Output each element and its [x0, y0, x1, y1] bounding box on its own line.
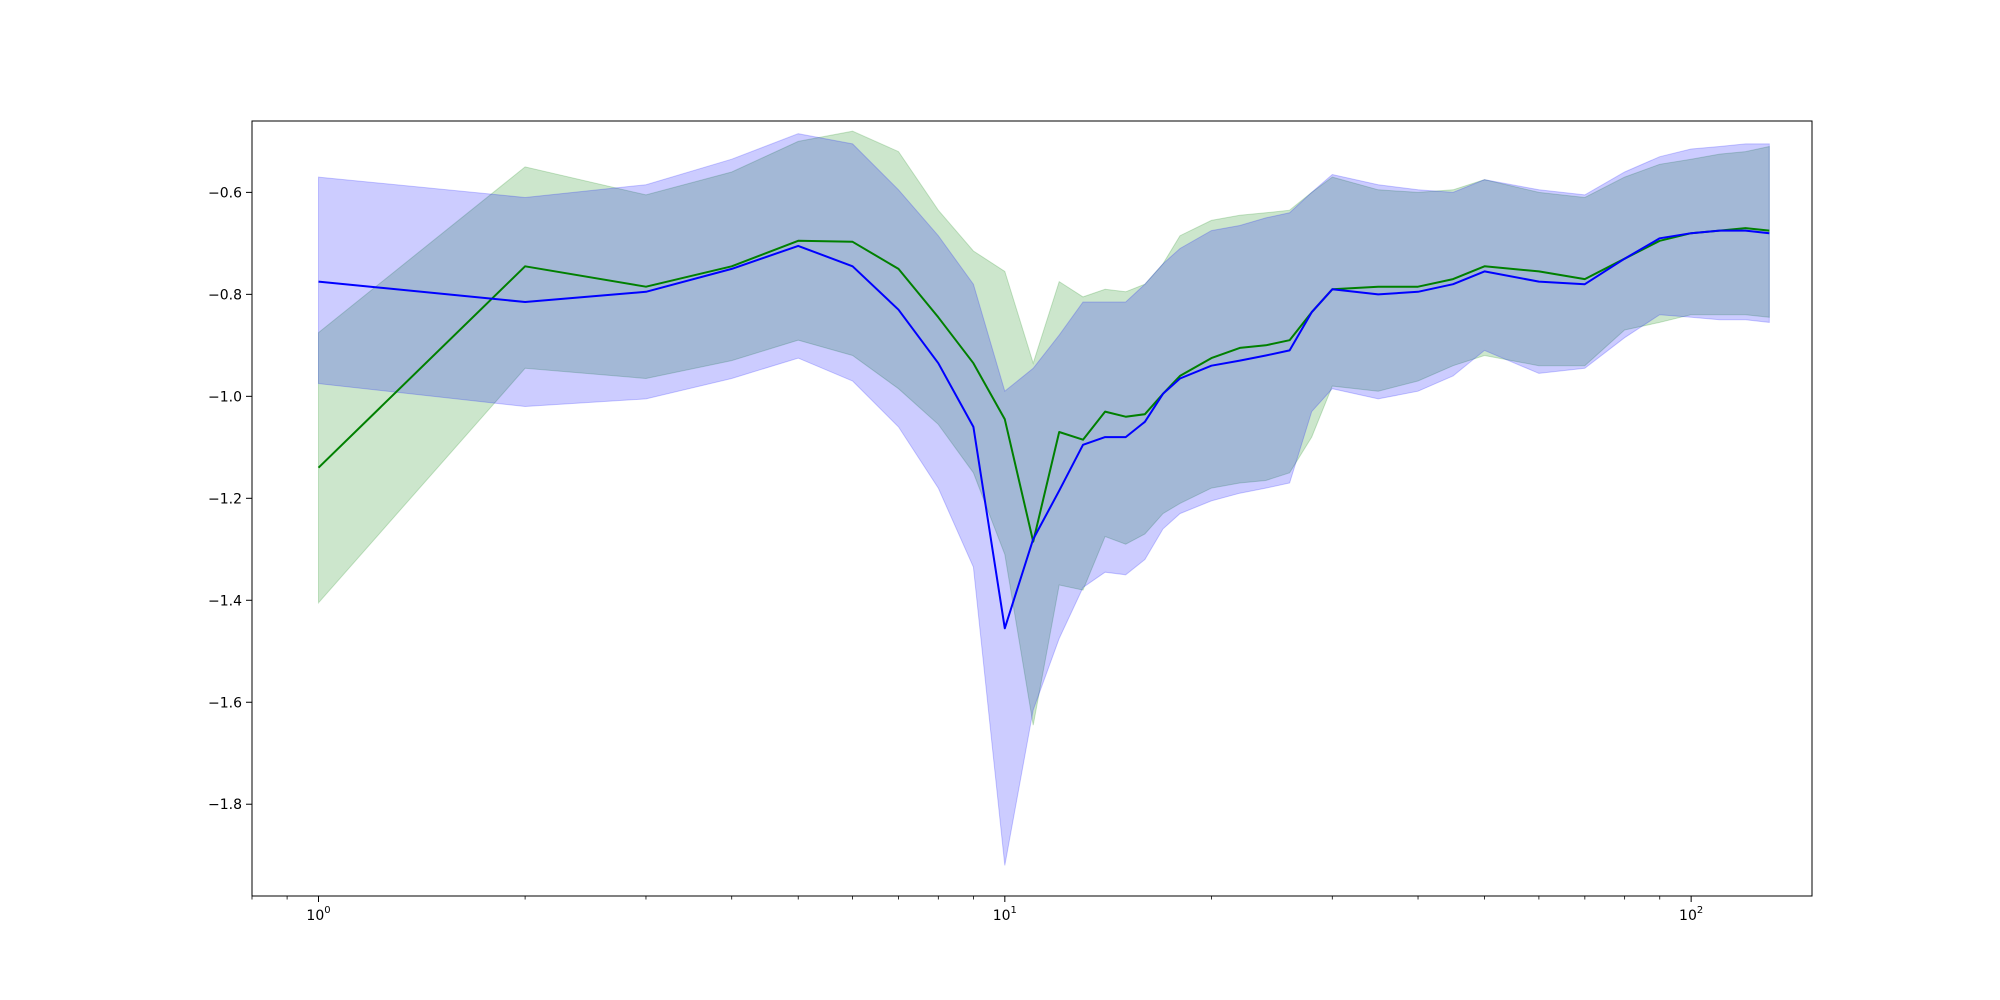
series-1-line — [317, 227, 1770, 543]
series-1-band — [318, 130, 1770, 726]
y-tick-label: −1.6 — [208, 695, 242, 711]
x-axis: 100 101 102 — [251, 896, 1703, 924]
x-tick-label: 102 — [1679, 905, 1703, 924]
series-lines — [317, 227, 1770, 630]
y-tick-label: −0.8 — [208, 287, 242, 303]
y-tick-label: −1.2 — [208, 491, 242, 507]
x-tick-label: 101 — [993, 905, 1017, 924]
x-tick-label: 100 — [306, 905, 330, 924]
plot-frame — [251, 120, 1813, 897]
series-2-line — [318, 229, 1770, 630]
y-axis: −0.6 −0.8 −1.0 −1.2 −1.4 −1.6 −1.8 — [208, 185, 252, 813]
y-tick-label: −1.4 — [208, 593, 242, 609]
y-tick-label: −0.6 — [208, 185, 242, 201]
y-tick-label: −1.8 — [208, 797, 242, 813]
y-tick-label: −1.0 — [208, 389, 242, 405]
